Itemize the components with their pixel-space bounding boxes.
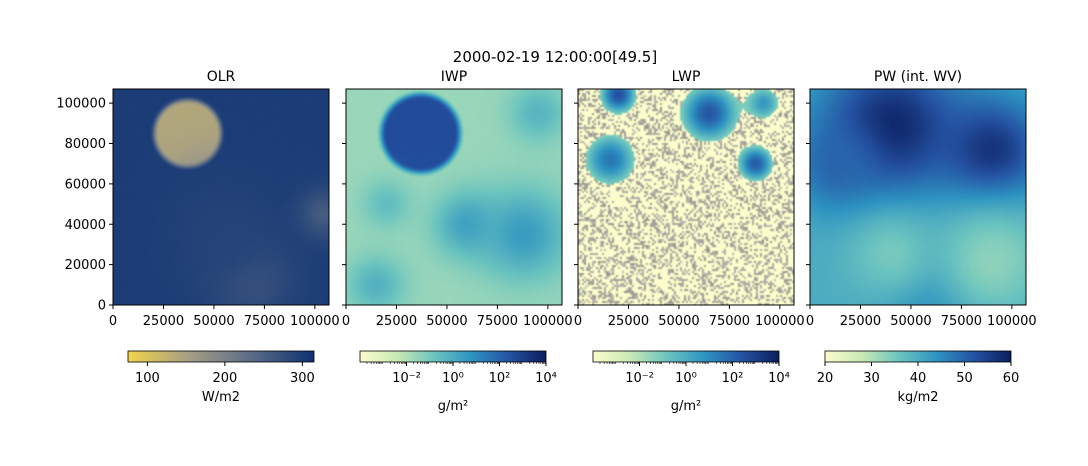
x-tick-label: 75000 — [244, 314, 285, 329]
heatmap-image — [810, 89, 1026, 305]
panel-title: PW (int. WV) — [874, 69, 962, 85]
colorbar-tick-label: 10⁻² — [392, 371, 421, 386]
colorbar-tick-label: 50 — [956, 371, 973, 386]
panel-iwp: IWP 0 25000 50000 75000 100000 10⁻² 10⁰ 10² 10⁴ g/… — [342, 69, 573, 414]
colorbar-tick-label: 300 — [290, 371, 315, 386]
y-tick-label: 80000 — [65, 137, 106, 152]
x-tick-label: 75000 — [709, 314, 750, 329]
y-tick-label: 60000 — [65, 177, 106, 192]
colorbar-tick-label: 100 — [135, 371, 160, 386]
x-tick-label: 75000 — [477, 314, 518, 329]
axes-frame — [112, 88, 330, 306]
colorbar-tick-label: 10⁻² — [625, 371, 654, 386]
colorbar-tick-label: 200 — [212, 371, 237, 386]
figure-suptitle: 2000-02-19 12:00:00[49.5] — [453, 48, 657, 66]
axes-frame — [809, 88, 1027, 306]
colorbar-tick-label: 10² — [722, 371, 744, 386]
colorbar — [824, 350, 1012, 363]
heatmap-image — [578, 89, 794, 305]
colorbar-tick-label: 10² — [489, 371, 511, 386]
x-tick-label: 25000 — [840, 314, 881, 329]
x-tick-label: 0 — [574, 314, 582, 329]
x-tick-label: 100000 — [290, 314, 340, 329]
heatmap-image — [346, 89, 562, 305]
colorbar — [592, 350, 780, 363]
colorbar — [127, 350, 315, 363]
colorbar-label: g/m² — [438, 399, 469, 414]
x-tick-label: 100000 — [523, 314, 573, 329]
panel-title: IWP — [441, 69, 467, 85]
y-tick-label: 20000 — [65, 258, 106, 273]
x-tick-label: 100000 — [987, 314, 1037, 329]
colorbar-label: W/m2 — [202, 390, 240, 405]
x-tick-label: 50000 — [658, 314, 699, 329]
x-tick-label: 75000 — [941, 314, 982, 329]
heatmap-image — [113, 89, 329, 305]
panel-lwp: LWP 0 25000 50000 75000 100000 10⁻² 10⁰ 10² 10⁴ g/… — [574, 69, 805, 414]
colorbar-tick-label: 20 — [817, 371, 834, 386]
y-tick-label: 40000 — [65, 218, 106, 233]
colorbar-tick-label: 30 — [863, 371, 880, 386]
colorbar — [359, 350, 547, 363]
panel-olr: OLR 0 25000 50000 75000 100000 0 20000 40000 6000… — [56, 69, 339, 405]
colorbar-tick-label: 10⁰ — [442, 371, 464, 386]
colorbar-tick-label: 60 — [1003, 371, 1020, 386]
x-tick-label: 50000 — [426, 314, 467, 329]
x-tick-label: 0 — [342, 314, 350, 329]
x-tick-label: 25000 — [608, 314, 649, 329]
panel-title: LWP — [672, 69, 701, 85]
colorbar-tick-label: 10⁰ — [675, 371, 697, 386]
colorbar-label: kg/m2 — [897, 390, 938, 405]
axes-frame — [345, 88, 563, 306]
panel-title: OLR — [207, 69, 236, 85]
x-tick-label: 100000 — [755, 314, 805, 329]
axes-frame — [577, 88, 795, 306]
colorbar-label: g/m² — [671, 399, 702, 414]
y-tick-label: 100000 — [56, 97, 106, 112]
colorbar-tick-label: 10⁴ — [768, 371, 790, 386]
x-tick-label: 25000 — [143, 314, 184, 329]
x-tick-label: 50000 — [193, 314, 234, 329]
y-tick-label: 0 — [98, 299, 106, 314]
colorbar-tick-label: 10⁴ — [535, 371, 557, 386]
panel-pw: PW (int. WV) 0 25000 50000 75000 100000 20 30 40… — [806, 69, 1037, 405]
x-tick-label: 0 — [109, 314, 117, 329]
colorbar-tick-label: 40 — [910, 371, 927, 386]
x-tick-label: 0 — [806, 314, 814, 329]
x-tick-label: 50000 — [890, 314, 931, 329]
x-tick-label: 25000 — [376, 314, 417, 329]
